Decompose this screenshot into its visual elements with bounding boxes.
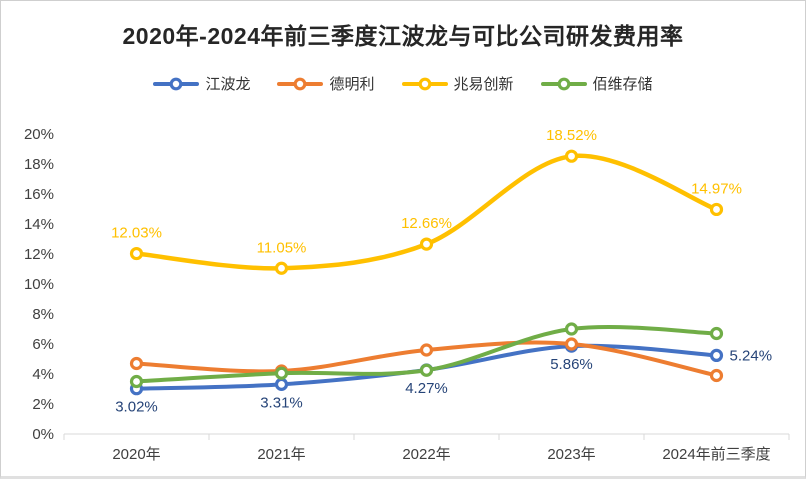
y-axis-tick-label: 6% [32, 336, 54, 353]
x-axis-label: 2022年 [402, 446, 450, 463]
legend-marker-icon [540, 77, 587, 90]
x-axis-label: 2024年前三季度 [662, 446, 770, 463]
y-axis-tick-label: 12% [24, 246, 54, 263]
data-label: 3.31% [260, 394, 303, 411]
data-label: 11.05% [257, 239, 307, 256]
chart-title: 2020年-2024年前三季度江波龙与可比公司研发费用率 [122, 23, 684, 49]
x-axis-label: 2020年 [112, 446, 160, 463]
legend-marker-icon [401, 77, 448, 90]
y-axis-tick-label: 8% [32, 306, 54, 323]
y-axis-tick-label: 20% [24, 126, 54, 143]
data-label: 12.03% [111, 225, 162, 242]
data-label: 14.97% [691, 180, 742, 197]
legend-item-2: 兆易创新 [401, 73, 514, 94]
data-label: 4.27% [405, 380, 448, 397]
data-point [564, 322, 579, 336]
data-point [709, 202, 724, 217]
y-axis-tick-label: 16% [24, 186, 54, 203]
legend-item-0: 江波龙 [153, 73, 250, 94]
data-point [129, 246, 144, 261]
data-point [274, 377, 289, 391]
data-point [274, 261, 289, 275]
legend-label: 佰维存储 [592, 76, 653, 93]
data-point [419, 363, 434, 377]
y-axis-tick-label: 18% [24, 156, 54, 173]
x-axis-label: 2021年 [257, 446, 305, 463]
y-axis-tick-label: 2% [32, 396, 54, 413]
data-point [709, 348, 724, 362]
data-point [129, 356, 144, 371]
data-label: 12.66% [401, 215, 452, 232]
data-label: 5.86% [550, 356, 593, 373]
data-point [564, 149, 579, 163]
legend-item-1: 德明利 [277, 73, 375, 94]
legend-marker-icon [153, 77, 200, 90]
data-point [709, 368, 724, 383]
series-line-2 [134, 153, 719, 271]
data-label: 5.24% [730, 347, 773, 364]
legend-label: 江波龙 [205, 76, 251, 93]
data-point [419, 237, 434, 251]
y-axis-tick-label: 0% [32, 426, 54, 443]
legend-marker-icon [277, 77, 324, 90]
data-point [709, 326, 724, 341]
x-axis-label: 2023年 [547, 446, 595, 463]
legend-label: 德明利 [329, 76, 375, 93]
data-label: 3.02% [115, 399, 158, 416]
data-label: 18.52% [546, 127, 597, 144]
y-axis-tick-label: 14% [24, 216, 54, 233]
data-point [419, 343, 434, 357]
data-point [564, 337, 579, 351]
data-point [274, 366, 289, 380]
legend-label: 兆易创新 [453, 76, 514, 93]
chart-legend: 江波龙 德明利 兆易创新 佰维存储 [1, 73, 805, 94]
y-axis-tick-label: 10% [24, 276, 54, 293]
legend-item-3: 佰维存储 [540, 73, 653, 94]
y-axis-tick-label: 4% [32, 366, 54, 383]
data-point [129, 374, 144, 389]
